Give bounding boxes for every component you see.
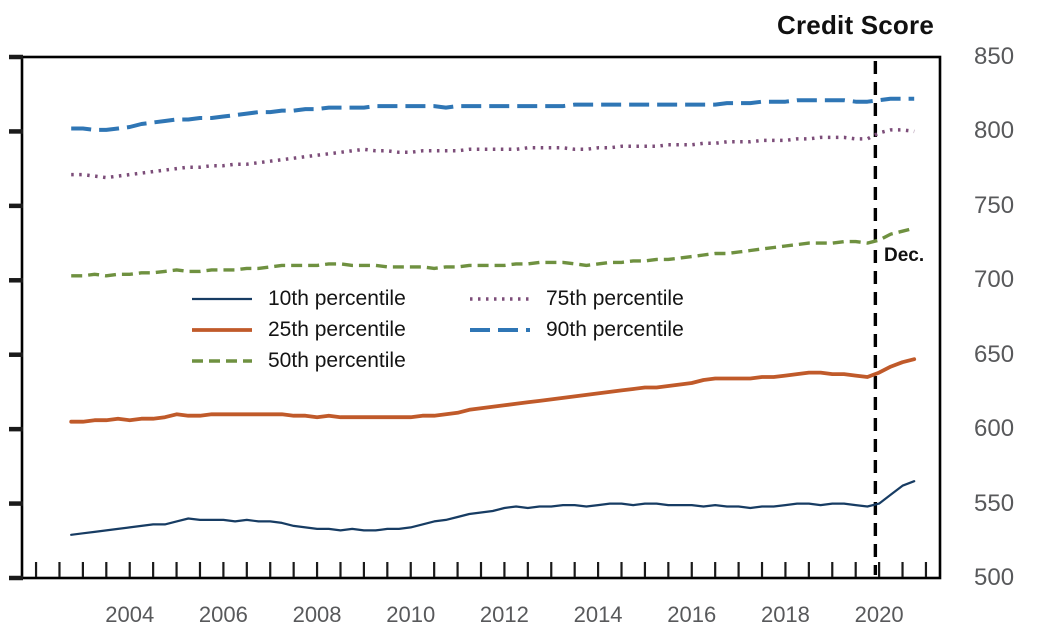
series-line-90th-percentile	[71, 96, 915, 132]
legend-swatch-10th	[192, 297, 252, 301]
y-axis-label-650: 650	[974, 340, 1015, 368]
y-axis-label-550: 550	[974, 489, 1015, 517]
legend-label-75th: 75th percentile	[546, 287, 684, 310]
chart-title: Credit Score	[776, 10, 934, 40]
legend-swatch-90th	[470, 328, 530, 332]
vline-annotation: Dec.	[884, 245, 925, 266]
x-axis-label-2012: 2012	[479, 602, 529, 627]
legend-label-10th: 10th percentile	[268, 287, 406, 310]
x-axis-label-2010: 2010	[386, 602, 436, 627]
legend-swatch-50th	[192, 359, 252, 363]
x-axis-label-2014: 2014	[573, 602, 623, 627]
legend-item-90th: 90th percentile	[468, 318, 684, 342]
y-axis-label-850: 850	[974, 43, 1015, 70]
x-axis-label-2008: 2008	[292, 602, 342, 627]
x-axis-label-2018: 2018	[760, 602, 810, 627]
legend-item-10th: 10th percentile	[190, 287, 406, 311]
legend-item-50th: 50th percentile	[190, 349, 406, 373]
series-line-75th-percentile	[71, 128, 915, 180]
legend-swatch-25th	[192, 328, 252, 332]
legend-item-25th: 25th percentile	[190, 318, 406, 342]
y-axis-label-600: 600	[974, 415, 1015, 443]
y-axis-label-750: 750	[974, 191, 1015, 219]
legend-label-50th: 50th percentile	[268, 349, 406, 372]
x-axis-label-2006: 2006	[198, 602, 248, 627]
plot-frame	[20, 55, 942, 580]
legend-label-90th: 90th percentile	[546, 318, 684, 341]
legend-swatch-75th	[470, 297, 530, 301]
x-axis-label-2004: 2004	[105, 602, 155, 627]
series-line-10th-percentile	[70, 480, 916, 536]
legend-item-75th: 75th percentile	[468, 287, 684, 311]
x-axis-label-2020: 2020	[854, 602, 904, 627]
x-axis-label-2016: 2016	[667, 602, 717, 627]
y-axis-label-800: 800	[974, 117, 1015, 145]
series-line-25th-percentile	[69, 357, 917, 424]
y-axis-label-500: 500	[974, 564, 1015, 591]
y-axis-label-700: 700	[974, 266, 1015, 294]
legend-label-25th: 25th percentile	[268, 318, 406, 341]
series-line-50th-percentile	[71, 226, 915, 278]
